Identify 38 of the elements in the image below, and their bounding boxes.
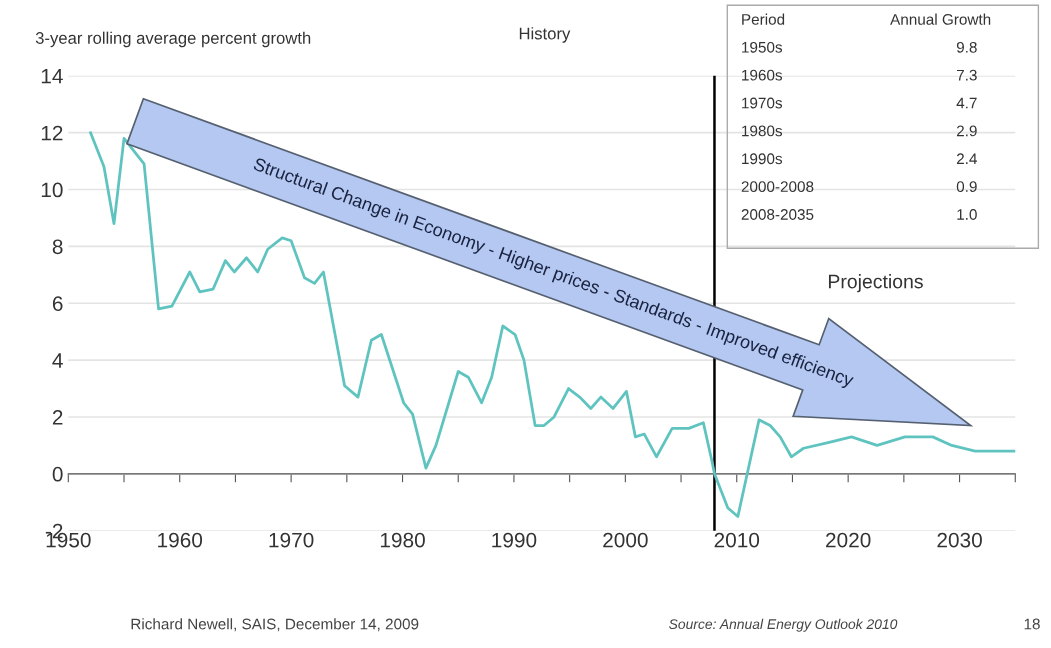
y-tick-label: 2 [52,409,63,425]
annotation: 1990s [742,153,783,165]
text: Annual Growth [890,13,991,25]
annotation: 4.7 [956,97,977,109]
x-tick-label: 2020 [826,532,871,548]
text: 1950s [742,41,783,53]
annotation: 2.4 [956,153,977,165]
x-tick-label: 1960 [158,532,203,548]
y-tick-label: 12 [41,125,63,141]
text: Richard Newell, SAIS, December 14, 2009 [131,618,419,632]
x-tick-label: 1990 [492,532,537,548]
x-tick-label: 2030 [937,532,982,548]
source-note: Source: Annual Energy Outlook 2010 [669,618,898,632]
text: 9.8 [956,41,977,53]
y-tick-label: 6 [52,296,63,312]
x-tick-label: 2010 [714,532,760,548]
annotation: Projections [828,274,923,293]
x-tick-label: 2000 [603,532,648,548]
annotation: 2.9 [956,125,977,137]
annotation: 0.9 [956,181,977,193]
annotation: 7.3 [956,69,977,81]
y-tick-label: 0 [52,466,63,482]
annotation: 1980s [742,125,783,137]
annotation: 1960s [742,69,783,81]
annotation: 2008-2035 [741,209,814,220]
annotation: 1.0 [957,209,977,220]
x-tick-label: 1980 [380,532,425,548]
text: 18 [1024,618,1040,630]
text: Period [742,13,785,25]
x-tick-label: 1970 [269,532,314,548]
y-tick-label: 8 [52,239,63,255]
y-tick-label: 10 [41,182,63,198]
y-axis-title: 3-year rolling average percent growth [35,31,311,48]
annotation: 2000-2008 [741,181,814,193]
annotation: 1970s [742,97,783,109]
y-tick-label: 14 [41,69,63,84]
y-tick-label: 4 [52,353,63,368]
text: History [519,27,571,43]
